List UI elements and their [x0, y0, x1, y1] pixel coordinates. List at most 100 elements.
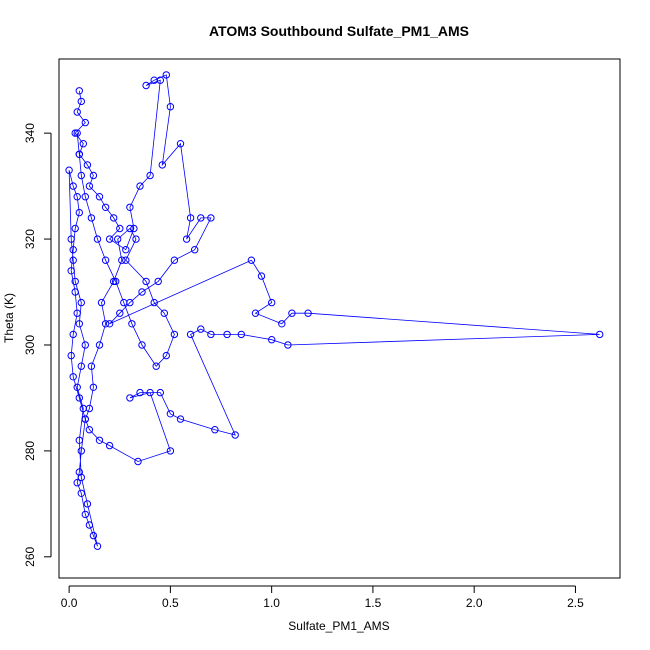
data-point	[87, 214, 96, 222]
data-point	[134, 457, 142, 466]
data-point	[120, 298, 128, 307]
data-point	[304, 309, 312, 317]
data-point	[116, 309, 124, 317]
data-point	[162, 71, 171, 79]
data-point	[77, 171, 86, 180]
data-point	[166, 410, 175, 418]
x-tick-label: 1.5	[365, 596, 382, 610]
data-point	[85, 182, 94, 190]
data-point	[156, 388, 165, 397]
y-tick-label: 280	[23, 441, 37, 461]
data-point	[69, 256, 77, 264]
y-tick-label: 300	[23, 335, 37, 355]
data-point	[231, 431, 239, 439]
x-tick-label: 0.5	[162, 596, 179, 610]
x-tick-label: 2.0	[466, 596, 483, 610]
data-point	[207, 214, 215, 222]
data-point	[101, 320, 110, 328]
data-point	[162, 351, 171, 360]
data-point	[278, 320, 286, 328]
data-point	[146, 171, 154, 180]
data-point	[83, 161, 92, 169]
data-point	[69, 246, 77, 254]
data-point	[87, 362, 96, 370]
data-point	[77, 298, 86, 307]
data-point	[71, 277, 79, 286]
data-point	[288, 309, 296, 317]
data-point	[101, 256, 110, 264]
data-point	[73, 309, 81, 317]
data-point	[73, 383, 81, 391]
data-point	[160, 309, 169, 317]
data-point	[77, 447, 86, 455]
data-point	[81, 341, 90, 349]
data-point	[75, 320, 84, 328]
data-point	[170, 330, 179, 339]
data-point	[77, 362, 86, 370]
data-point	[284, 341, 292, 349]
data-point	[130, 224, 138, 233]
data-point	[150, 298, 158, 307]
data-point	[73, 129, 81, 137]
data-point	[197, 214, 205, 222]
data-point	[89, 171, 98, 180]
data-point	[126, 394, 134, 402]
data-point	[75, 87, 84, 95]
data-point	[257, 272, 266, 280]
data-point	[67, 235, 75, 243]
data-point	[95, 436, 104, 444]
data-point	[75, 394, 84, 402]
data-point	[67, 267, 75, 275]
y-axis-label: Theta (K)	[2, 293, 16, 343]
data-point	[73, 108, 81, 116]
data-point	[142, 81, 150, 90]
data-point	[146, 388, 154, 397]
data-point	[75, 208, 84, 217]
data-point	[75, 150, 84, 159]
data-point	[247, 256, 256, 264]
data-point	[114, 235, 122, 243]
data-point	[138, 341, 146, 349]
data-point	[73, 193, 81, 201]
data-point	[166, 447, 175, 455]
plot-frame	[58, 58, 621, 579]
chart-title: ATOM3 Southbound Sulfate_PM1_AMS	[209, 23, 469, 39]
data-point	[186, 214, 195, 222]
data-point	[237, 330, 246, 339]
data-point	[138, 288, 146, 296]
data-point	[126, 203, 134, 212]
data-point	[89, 531, 98, 540]
data-point	[97, 298, 106, 307]
y-tick-label: 340	[23, 123, 37, 143]
data-point	[89, 383, 98, 391]
data-point	[116, 224, 124, 233]
data-point	[132, 235, 140, 243]
data-point	[207, 330, 215, 339]
data-point	[85, 404, 94, 413]
data-point	[142, 277, 150, 286]
data-point	[75, 436, 84, 444]
x-tick-label: 2.5	[567, 596, 584, 610]
data-point	[81, 415, 90, 423]
y-tick-label: 320	[23, 229, 37, 249]
data-point	[176, 140, 185, 148]
data-point	[126, 224, 134, 233]
y-axis: 260 280 300 320 340	[23, 123, 52, 567]
data-point	[81, 510, 90, 519]
data-point	[136, 182, 144, 190]
data-point	[93, 235, 102, 243]
data-point	[77, 97, 86, 106]
data-point	[211, 426, 219, 434]
x-tick-label: 1.0	[263, 596, 280, 610]
data-point	[105, 235, 114, 243]
data-point	[105, 441, 114, 450]
data-point	[79, 140, 88, 148]
data-point	[191, 246, 199, 254]
data-point	[85, 426, 94, 434]
data-point	[197, 325, 205, 333]
data-point	[150, 76, 158, 84]
data-point	[69, 330, 77, 339]
x-axis-label: Sulfate_PM1_AMS	[288, 619, 389, 633]
x-tick-label: 0.0	[61, 596, 78, 610]
